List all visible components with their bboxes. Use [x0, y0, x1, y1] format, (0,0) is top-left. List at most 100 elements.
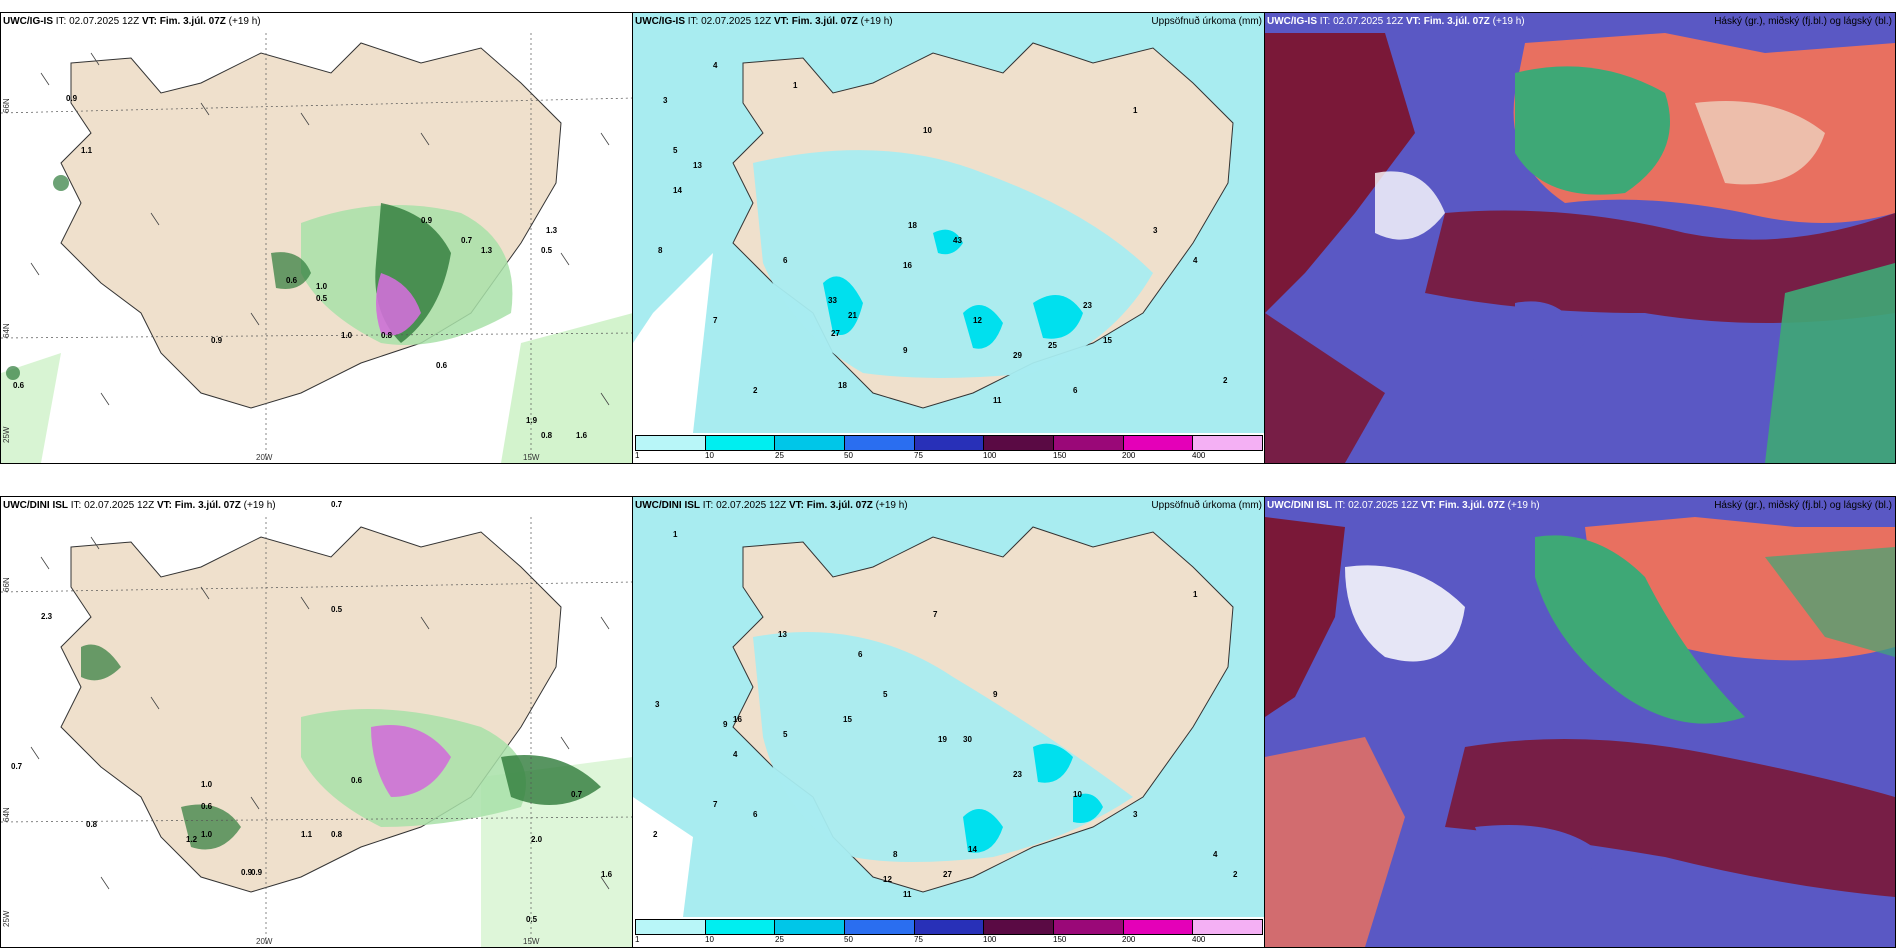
colorbar-tick: 1: [635, 451, 640, 460]
value-label: 0.7: [11, 762, 23, 771]
lat-label-64: 64N: [2, 323, 11, 338]
value-label: 9: [993, 690, 998, 699]
value-label: 0.6: [286, 276, 298, 285]
panel-header: UWC/DINI ISL IT: 02.07.2025 12Z VT: Fim.…: [1267, 500, 1540, 511]
value-label: 25: [1048, 341, 1057, 350]
colorbar: [635, 435, 1263, 451]
value-label: 5: [673, 146, 678, 155]
value-label: 33: [828, 296, 837, 305]
colorbar-tick: 150: [1053, 451, 1067, 460]
colorbar-swatch: [775, 920, 846, 934]
colorbar-swatch: [636, 920, 706, 934]
value-label: 12: [973, 316, 982, 325]
panel-header: UWC/IG-IS IT: 02.07.2025 12Z VT: Fim. 3.…: [1267, 16, 1525, 27]
value-label: 2: [653, 830, 658, 839]
value-label: 1: [793, 81, 798, 90]
panel-header: UWC/IG-IS IT: 02.07.2025 12Z VT: Fim. 3.…: [3, 16, 261, 27]
value-label: 9: [903, 346, 908, 355]
lon-label-20: 20W: [256, 453, 273, 462]
value-label: 3: [663, 96, 668, 105]
lon-label-15: 15W: [523, 453, 540, 462]
colorbar-tick: 25: [775, 935, 784, 944]
value-label: 0.6: [201, 802, 213, 811]
value-label: 10: [1073, 790, 1082, 799]
value-label: 0.6: [13, 381, 25, 390]
value-label: 1.6: [576, 431, 588, 440]
value-label: 1.2: [186, 835, 198, 844]
colorbar-swatch: [914, 920, 985, 934]
panel-title: Uppsöfnuð úrkoma (mm): [1151, 500, 1262, 511]
value-label: 0.8: [331, 830, 343, 839]
colorbar-swatch: [845, 436, 915, 450]
value-label: 23: [1083, 301, 1092, 310]
value-label: 29: [1013, 351, 1022, 360]
value-label: 12: [883, 875, 892, 884]
value-label: 3: [1153, 226, 1158, 235]
panel-header: UWC/DINI ISL IT: 02.07.2025 12Z VT: Fim.…: [635, 500, 908, 511]
value-label: 15: [843, 715, 852, 724]
colorbar: [635, 919, 1263, 935]
colorbar-swatch: [1054, 436, 1124, 450]
panel-title: Háský (gr.), miðský (fj.bl.) og lágský (…: [1714, 16, 1892, 27]
value-label: 6: [1073, 386, 1078, 395]
value-label: 2.0: [531, 835, 543, 844]
colorbar-swatch: [984, 920, 1055, 934]
value-label: 3: [655, 700, 660, 709]
precip-values: 2.3 0.7 1.0 0.8 0.6 0.7 0.9 1.1 0.8 0.5 …: [11, 500, 613, 924]
value-label: 4: [733, 750, 738, 759]
colorbar-swatch: [1193, 436, 1263, 450]
value-label: 1.1: [81, 146, 93, 155]
value-label: 1.0: [201, 780, 213, 789]
value-label: 21: [848, 311, 857, 320]
value-label: 11: [993, 396, 1002, 405]
colorbar-tick: 200: [1122, 935, 1136, 944]
value-label: 10: [923, 126, 932, 135]
colorbar-tick: 75: [914, 451, 923, 460]
value-label: 1.0: [201, 830, 213, 839]
lat-label-64: 64N: [2, 807, 11, 822]
value-label: 0.7: [571, 790, 583, 799]
value-label: 0.9: [211, 336, 223, 345]
panel-clouds-row0: UWC/IG-IS IT: 02.07.2025 12Z VT: Fim. 3.…: [1264, 12, 1896, 464]
value-label: 14: [673, 186, 682, 195]
colorbar-swatch: [636, 436, 706, 450]
value-label: 0.5: [331, 605, 343, 614]
value-label: 0.5: [316, 294, 328, 303]
colorbar-tick: 100: [983, 935, 997, 944]
panel-title: Uppsöfnuð úrkoma (mm): [1151, 16, 1262, 27]
value-label: 13: [778, 630, 787, 639]
value-label: 1.3: [481, 246, 493, 255]
lat-label-66: 66N: [2, 577, 11, 592]
value-label: 15: [1103, 336, 1112, 345]
accum-precip-map: 1 3 2 6 4 7 5 9 13 16 15 19 30 23 12 14 …: [633, 497, 1265, 917]
value-label: 4: [1213, 850, 1218, 859]
value-label: 1: [1133, 106, 1138, 115]
value-label: 4: [713, 61, 718, 70]
cloud-map: [1265, 13, 1895, 463]
value-label: 0.9: [66, 94, 78, 103]
value-label: 23: [1013, 770, 1022, 779]
colorbar-swatch: [775, 436, 846, 450]
colorbar-tick: 1: [635, 935, 640, 944]
value-label: 1.6: [601, 870, 613, 879]
colorbar-tick: 150: [1053, 935, 1067, 944]
value-label: 27: [831, 329, 840, 338]
value-label: 1: [673, 530, 678, 539]
wind-precip-map: 66N 64N 25W 20W 15W 0.9 1.1 0.6 1.0 0.5 …: [1, 13, 633, 463]
lon-label-25: 25W: [2, 426, 11, 443]
value-label: 8: [893, 850, 898, 859]
colorbar-swatch: [1123, 436, 1194, 450]
value-label: 18: [838, 381, 847, 390]
value-label: 11: [903, 890, 912, 899]
colorbar-swatch: [1123, 920, 1194, 934]
colorbar-tick: 25: [775, 451, 784, 460]
value-label: 0.6: [436, 361, 448, 370]
colorbar-swatch: [705, 920, 776, 934]
wind-precip-map: 66N 64N 25W 20W 15W 2.3 0.7 1.0 0.8 0.6 …: [1, 497, 633, 947]
value-label: 0.8: [541, 431, 553, 440]
value-label: 6: [783, 256, 788, 265]
value-label: 4: [1193, 256, 1198, 265]
panel-clouds-row1: UWC/DINI ISL IT: 02.07.2025 12Z VT: Fim.…: [1264, 496, 1896, 948]
colorbar-tick: 75: [914, 935, 923, 944]
colorbar-tick: 50: [844, 935, 853, 944]
